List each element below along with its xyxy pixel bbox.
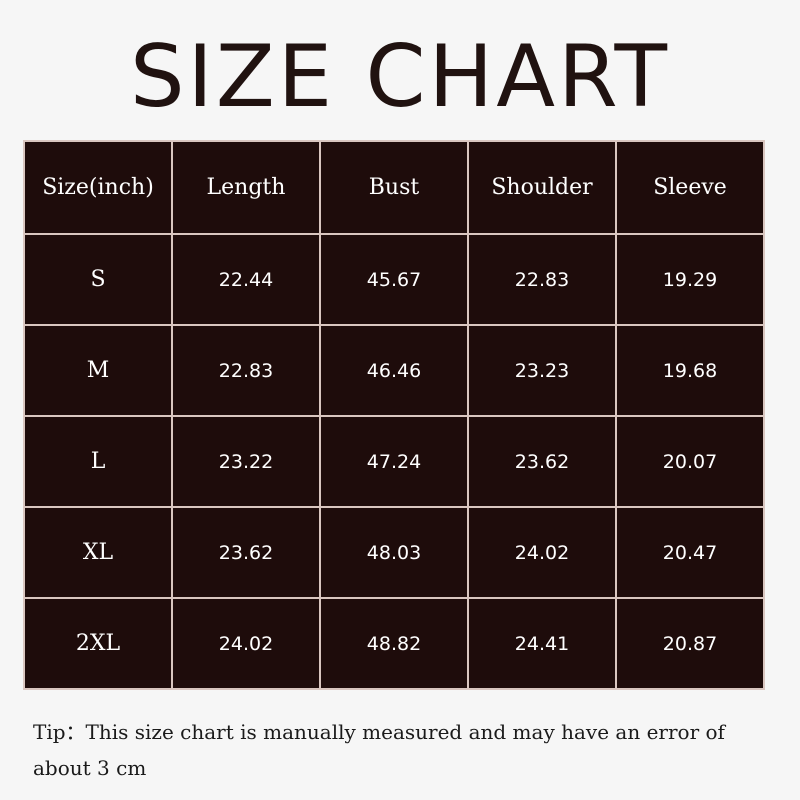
measurement-cell: 22.44 [171, 233, 321, 326]
table-row: L 23.22 47.24 23.62 20.07 [23, 415, 765, 508]
size-cell: S [23, 233, 173, 326]
measurement-cell: 23.22 [171, 415, 321, 508]
measurement-cell: 23.62 [467, 415, 617, 508]
measurement-cell: 48.82 [319, 597, 469, 690]
size-cell: M [23, 324, 173, 417]
measurement-cell: 46.46 [319, 324, 469, 417]
measurement-cell: 45.67 [319, 233, 469, 326]
measurement-cell: 23.62 [171, 506, 321, 599]
measurement-cell: 47.24 [319, 415, 469, 508]
column-header: Shoulder [467, 140, 617, 235]
size-cell: XL [23, 506, 173, 599]
measurement-cell: 23.23 [467, 324, 617, 417]
table-row: M 22.83 46.46 23.23 19.68 [23, 324, 765, 417]
size-cell: 2XL [23, 597, 173, 690]
table-row: XL 23.62 48.03 24.02 20.47 [23, 506, 765, 599]
page-title: SIZE CHART [129, 27, 671, 127]
measurement-cell: 24.02 [171, 597, 321, 690]
measurement-cell: 24.41 [467, 597, 617, 690]
measurement-cell: 48.03 [319, 506, 469, 599]
measurement-cell: 22.83 [171, 324, 321, 417]
tip-text: Tip：This size chart is manually measured… [33, 720, 725, 780]
column-header: Size(inch) [23, 140, 173, 235]
column-header: Length [171, 140, 321, 235]
measurement-cell: 22.83 [467, 233, 617, 326]
measurement-cell: 20.47 [615, 506, 765, 599]
measurement-cell: 20.87 [615, 597, 765, 690]
measurement-cell: 20.07 [615, 415, 765, 508]
measurement-cell: 24.02 [467, 506, 617, 599]
measurement-cell: 19.29 [615, 233, 765, 326]
table-row: 2XL 24.02 48.82 24.41 20.87 [23, 597, 765, 690]
size-table: Size(inch) Length Bust Shoulder Sleeve S 22.4… [23, 140, 765, 690]
table-row: S 22.44 45.67 22.83 19.29 [23, 233, 765, 326]
column-header: Bust [319, 140, 469, 235]
header-row: Size(inch) Length Bust Shoulder Sleeve [23, 140, 765, 235]
measurement-cell: 19.68 [615, 324, 765, 417]
size-cell: L [23, 415, 173, 508]
column-header: Sleeve [615, 140, 765, 235]
